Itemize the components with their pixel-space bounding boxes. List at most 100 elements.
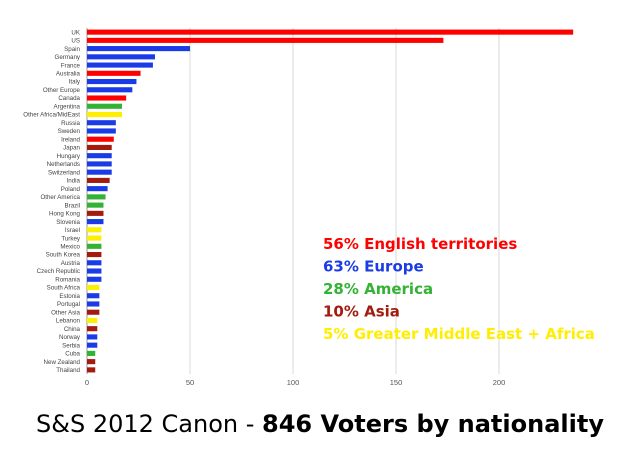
caption-regular: S&S 2012 Canon - — [36, 410, 263, 438]
category-label: France — [61, 62, 81, 69]
category-label: Ireland — [61, 136, 80, 143]
bar — [87, 367, 96, 373]
bar — [87, 78, 137, 85]
x-tick-labels: 0 50 100 150 200 — [85, 378, 505, 387]
bar — [87, 177, 110, 183]
category-label: US — [71, 38, 80, 45]
category-label: Switzerland — [48, 169, 81, 176]
category-label: Czech Republic — [37, 268, 80, 275]
category-label: Poland — [61, 186, 81, 193]
bar — [87, 128, 116, 134]
bar — [87, 268, 102, 274]
category-label: Austria — [61, 260, 81, 267]
category-label: Italy — [69, 79, 81, 86]
bar — [87, 144, 112, 151]
category-label: South Korea — [46, 252, 81, 259]
category-label: Spain — [64, 46, 80, 53]
bar — [87, 293, 100, 299]
bar — [87, 227, 102, 233]
x-tick-label: 50 — [186, 378, 194, 387]
bar — [87, 202, 104, 208]
legend-entry: 5% Greater Middle East + Africa — [323, 325, 595, 343]
category-label: Japan — [63, 145, 80, 152]
category-label: South Africa — [47, 285, 81, 292]
category-label: Other America — [40, 194, 80, 201]
category-label: Portugal — [57, 301, 80, 308]
bar — [87, 29, 574, 35]
bar-chart: UKUSSpainGermanyFranceAustraliaItalyOthe… — [23, 28, 595, 387]
category-label: Lebanon — [56, 318, 81, 325]
bar — [87, 153, 112, 159]
bar — [87, 309, 100, 315]
bar — [87, 95, 127, 101]
bar — [87, 326, 98, 332]
category-label: Slovenia — [56, 219, 80, 226]
bar — [87, 317, 98, 324]
bar — [87, 62, 153, 68]
bar — [87, 210, 104, 216]
legend-entry: 63% Europe — [323, 258, 424, 276]
category-label: Estonia — [59, 293, 80, 300]
category-label: Sweden — [58, 128, 81, 135]
bar — [87, 251, 102, 258]
category-label: Israel — [65, 227, 80, 234]
category-label: Australia — [56, 71, 81, 78]
bar — [87, 54, 155, 60]
category-label: China — [64, 326, 81, 333]
category-label: Thailand — [56, 367, 80, 374]
bar — [87, 46, 190, 52]
legend-entry: 28% America — [323, 280, 433, 298]
bar — [87, 243, 102, 249]
bar — [87, 350, 96, 356]
category-label: Mexico — [60, 244, 80, 251]
bar — [87, 120, 116, 126]
category-label: Serbia — [62, 342, 80, 349]
bar — [87, 284, 100, 291]
gridlines — [86, 28, 500, 374]
bar — [87, 161, 112, 167]
bar — [87, 70, 141, 76]
legend-entry: 56% English territories — [323, 235, 517, 253]
category-label: Norway — [59, 334, 81, 341]
x-tick-label: 200 — [493, 378, 506, 387]
category-label: Romania — [55, 276, 80, 283]
bar — [87, 235, 102, 241]
category-label: Other Asia — [51, 309, 80, 316]
category-label: Brazil — [65, 202, 80, 209]
bar — [87, 194, 106, 200]
x-tick-label: 0 — [85, 378, 89, 387]
category-label: India — [67, 178, 81, 185]
bar — [87, 169, 112, 175]
bar — [87, 103, 123, 109]
bar — [87, 219, 104, 225]
legend-entry: 10% Asia — [323, 303, 400, 321]
category-label: Canada — [58, 95, 80, 102]
bar — [87, 301, 100, 307]
bar — [87, 342, 98, 348]
category-label: Other Africa/MidEast — [23, 112, 80, 119]
category-label: Russia — [61, 120, 80, 127]
category-label: Netherlands — [47, 161, 80, 168]
bar — [87, 276, 102, 282]
category-label: UK — [71, 29, 80, 36]
category-labels: UKUSSpainGermanyFranceAustraliaItalyOthe… — [23, 29, 81, 374]
bars — [87, 29, 574, 373]
bar — [87, 111, 123, 118]
category-label: Germany — [55, 54, 81, 61]
category-label: Hong Kong — [49, 211, 81, 218]
caption-bold: 846 Voters by nationality — [262, 410, 604, 438]
bar — [87, 37, 444, 43]
bar — [87, 186, 108, 192]
x-tick-label: 100 — [287, 378, 300, 387]
category-label: Cuba — [65, 351, 80, 358]
category-label: Other Europe — [43, 87, 81, 94]
category-label: Hungary — [57, 153, 81, 160]
bar — [87, 260, 102, 266]
bar — [87, 87, 133, 93]
x-tick-label: 150 — [390, 378, 403, 387]
category-label: New Zealand — [44, 359, 81, 366]
bar — [87, 136, 114, 142]
category-label: Turkey — [61, 235, 81, 242]
bar — [87, 334, 98, 340]
bar — [87, 359, 96, 365]
